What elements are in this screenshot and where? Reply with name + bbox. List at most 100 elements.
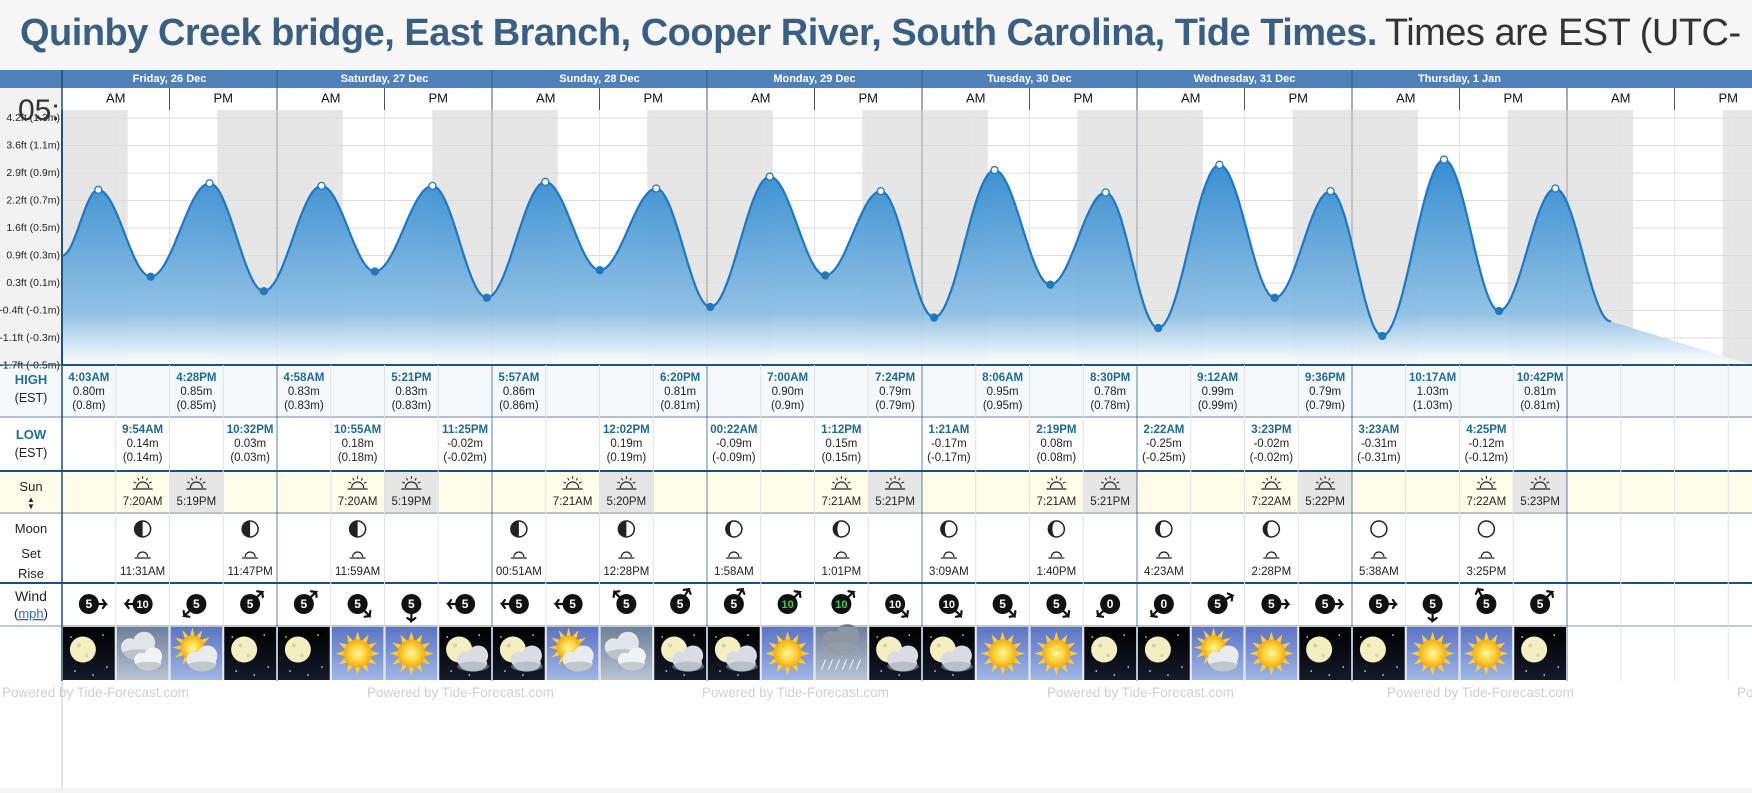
pm-label: PM bbox=[1289, 90, 1309, 105]
am-label: AM bbox=[536, 90, 556, 105]
moon-event-time: 1:01PM bbox=[822, 566, 862, 578]
sunrise-time: 7:20AM bbox=[338, 496, 378, 508]
sun-toggle-icon: ▼ bbox=[27, 502, 35, 511]
y-tick-label: -1.1ft (-0.3m) bbox=[0, 332, 60, 344]
day-label: Thursday, 1 Jan bbox=[1418, 73, 1501, 85]
moon-event-time: 11:31AM bbox=[120, 566, 165, 578]
wind-arrow-icon bbox=[901, 609, 909, 619]
moon-event-time: 4:23AM bbox=[1144, 566, 1184, 578]
sunrise-icon bbox=[347, 476, 368, 490]
day-label: Sunday, 28 Dec bbox=[559, 73, 640, 85]
wind-speed: 5 bbox=[193, 597, 200, 611]
low-tide-point bbox=[146, 272, 155, 281]
moonrise-icon bbox=[618, 551, 635, 559]
moonrise-icon bbox=[725, 551, 742, 559]
high-tide-point bbox=[765, 172, 774, 181]
moon-event-time: 1:40PM bbox=[1037, 566, 1077, 578]
low-time: 1:21AM bbox=[928, 424, 969, 436]
low-height-alt: (0.18m) bbox=[338, 452, 378, 464]
sunny-icon bbox=[1245, 627, 1298, 680]
low-label: LOW bbox=[16, 427, 47, 442]
high-tide-point bbox=[1551, 184, 1560, 193]
moon-event-time: 00:51AM bbox=[496, 566, 542, 578]
high-height-m: 0.95m bbox=[987, 386, 1019, 398]
high-tide-point bbox=[428, 181, 437, 191]
y-tick-label: 2.9ft (0.9m) bbox=[6, 167, 60, 179]
high-height-m: 0.78m bbox=[1094, 386, 1126, 398]
wind-speed-badge bbox=[831, 594, 852, 614]
low-tide-point bbox=[595, 265, 604, 275]
partly-sunny-icon bbox=[170, 627, 223, 680]
wind-speed-badge bbox=[1530, 594, 1551, 614]
sunrise-time: 7:22AM bbox=[1467, 496, 1507, 508]
sunrise-icon bbox=[1261, 476, 1282, 490]
moonrise-icon bbox=[134, 551, 151, 559]
high-tide-point bbox=[317, 181, 326, 191]
high-height-m: 0.90m bbox=[772, 386, 804, 398]
high-tide-point bbox=[990, 165, 999, 175]
wind-speed-badge bbox=[347, 594, 368, 614]
wind-arrow-icon bbox=[256, 590, 265, 599]
high-height-alt: (0.79m) bbox=[1305, 400, 1345, 412]
high-height-m: 0.79m bbox=[879, 386, 911, 398]
wind-arrow-icon bbox=[1149, 609, 1158, 618]
sunrise-icon bbox=[132, 476, 153, 490]
first-quarter-moon-icon bbox=[617, 520, 636, 538]
high-height-alt: (0.81m) bbox=[1520, 400, 1560, 412]
am-label: AM bbox=[1611, 90, 1631, 105]
high-height-alt: (0.8m) bbox=[72, 400, 105, 412]
high-tide-point bbox=[1215, 160, 1224, 169]
full-moon-icon bbox=[1370, 520, 1388, 538]
low-height-m: -0.25m bbox=[1146, 438, 1182, 450]
watermark: Powered by Tide-Forecast.com bbox=[2, 685, 189, 700]
sunrise-icon bbox=[562, 476, 583, 490]
am-label: AM bbox=[751, 90, 771, 105]
low-time: 4:25PM bbox=[1466, 424, 1506, 436]
high-tide-point bbox=[652, 184, 661, 193]
wind-arrow-icon bbox=[1062, 609, 1071, 619]
high-height-m: 0.86m bbox=[503, 386, 535, 398]
wind-speed: 5 bbox=[1537, 597, 1544, 611]
day-label: Saturday, 27 Dec bbox=[341, 73, 429, 85]
wind-unit-link[interactable]: (mph) bbox=[14, 606, 48, 621]
night-clear-icon bbox=[1084, 627, 1136, 680]
night-clear-icon bbox=[63, 627, 115, 680]
low-height-alt: (-0.02m) bbox=[443, 452, 487, 464]
wind-speed: 5 bbox=[408, 597, 415, 611]
tide-chart: Friday, 26 Dec Saturday, 27 Dec Sunday, 28… bbox=[0, 70, 1752, 788]
night-cloudy-icon bbox=[654, 627, 706, 680]
sunny-icon bbox=[331, 627, 384, 680]
wind-speed: 5 bbox=[1483, 597, 1490, 611]
sunrise-icon bbox=[1476, 476, 1497, 490]
wind-arrow-icon bbox=[1387, 598, 1399, 610]
high-height-m: 0.85m bbox=[180, 386, 212, 398]
moon-event-time: 2:28PM bbox=[1252, 566, 1292, 578]
wind-speed-badge bbox=[508, 594, 529, 614]
low-height-m: 0.08m bbox=[1040, 438, 1072, 450]
wind-arrow-icon bbox=[954, 609, 963, 619]
waxing-gibbous-moon-icon bbox=[725, 520, 743, 538]
high-time: 9:36PM bbox=[1305, 372, 1345, 384]
low-height-m: -0.09m bbox=[716, 438, 752, 450]
night-cloudy-icon bbox=[708, 627, 760, 680]
pm-label: PM bbox=[1719, 90, 1739, 105]
sunset-time: 5:22PM bbox=[1305, 496, 1345, 508]
tide-area bbox=[62, 159, 1752, 365]
night-cloudy-icon bbox=[439, 627, 491, 680]
wind-speed-badge bbox=[670, 594, 691, 614]
low-height-alt: (0.03m) bbox=[230, 452, 270, 464]
waxing-gibbous-moon-icon bbox=[1047, 520, 1066, 538]
low-height-alt: (-0.02m) bbox=[1250, 452, 1294, 464]
sunset-time: 5:21PM bbox=[1090, 496, 1130, 508]
wind-arrow-icon bbox=[182, 609, 191, 618]
sunset-icon bbox=[885, 476, 906, 490]
sunny-icon bbox=[1030, 627, 1083, 680]
low-height-alt: (-0.25m) bbox=[1142, 452, 1186, 464]
wind-arrow-icon bbox=[123, 598, 134, 610]
wind-speed-badge bbox=[938, 594, 959, 614]
wind-arrow-icon bbox=[1474, 586, 1484, 597]
low-height-alt: (-0.09m) bbox=[712, 452, 756, 464]
wind-speed-badge bbox=[885, 594, 906, 614]
clock-readout: 05: bbox=[18, 94, 60, 127]
high-height-alt: (0.99m) bbox=[1198, 400, 1238, 412]
